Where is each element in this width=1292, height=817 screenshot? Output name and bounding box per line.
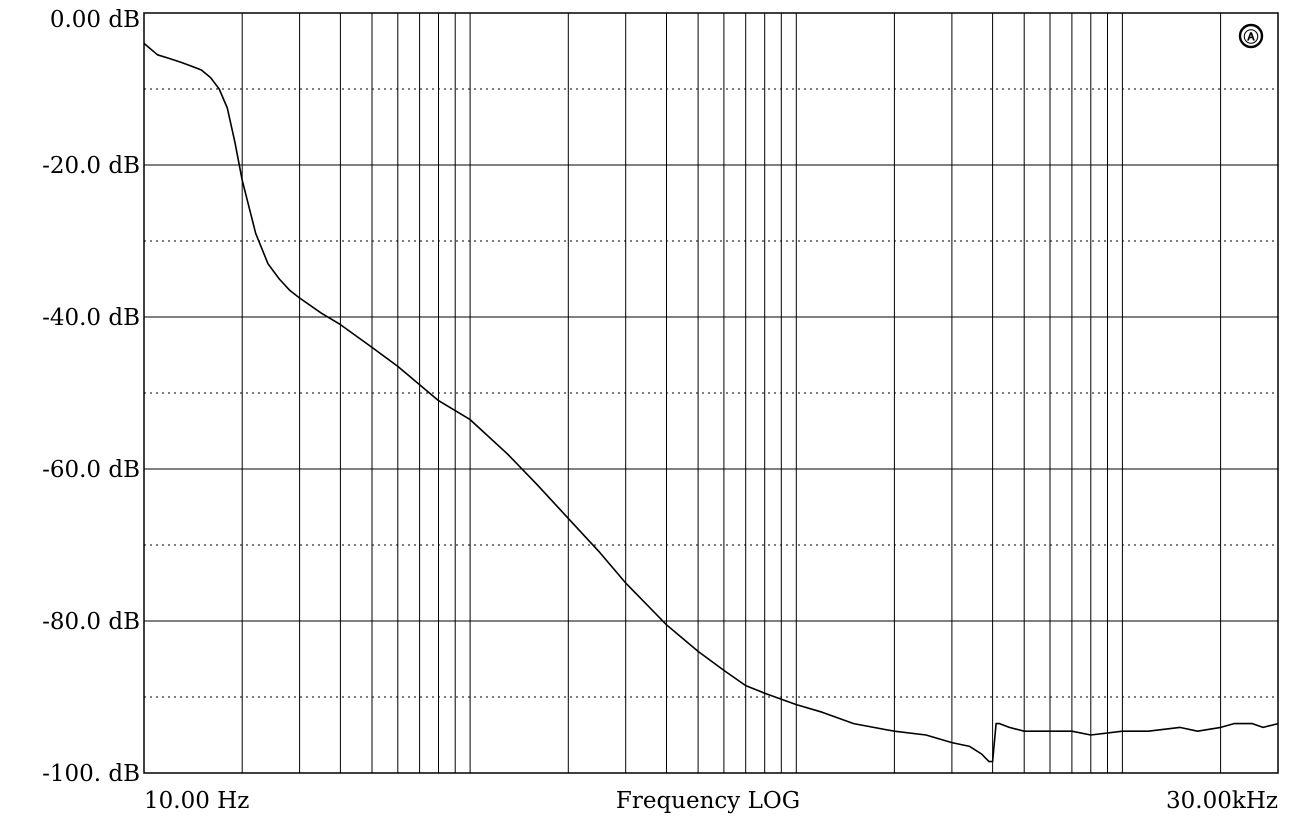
y-tick-label: -100. dB [42,761,140,787]
y-tick-label: -40.0 dB [42,305,140,331]
y-tick-label: 0.00 dB [50,7,140,33]
svg-text:Ⓐ: Ⓐ [1243,28,1258,46]
y-tick-label: -20.0 dB [42,153,140,179]
audio-precision-logo-icon: Ⓐ [1238,23,1264,49]
y-tick-label: -60.0 dB [42,457,140,483]
y-axis-tick-labels: 0.00 dB -20.0 dB -40.0 dB -60.0 dB -80.0 dB -… [42,7,140,787]
x-tick-label-min: 10.00 Hz [144,788,249,814]
series-line [143,42,1279,763]
x-axis-label: Frequency LOG [616,788,800,814]
x-tick-label-max: 30.00kHz [1166,788,1278,814]
y-tick-label: -80.0 dB [42,609,140,635]
plot-frame [143,12,1279,774]
